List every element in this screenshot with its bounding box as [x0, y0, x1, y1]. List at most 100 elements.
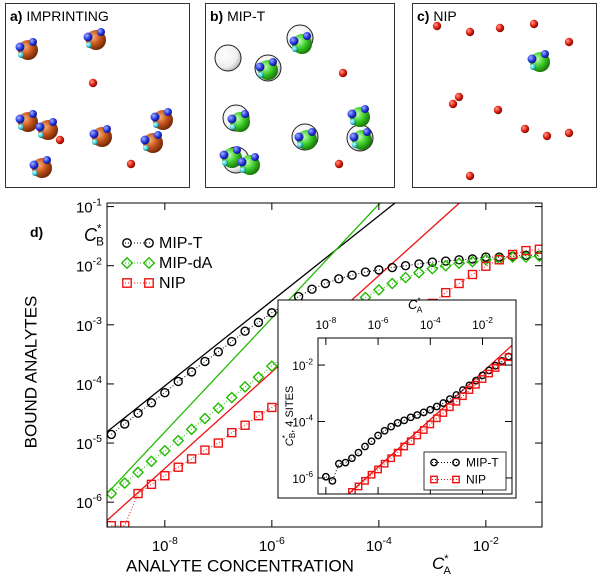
marker — [200, 445, 210, 455]
panel-letter: c) — [417, 8, 429, 24]
legend-marker — [452, 458, 460, 467]
panel-box — [412, 3, 597, 188]
sphere — [92, 139, 98, 145]
marker — [267, 402, 277, 413]
marker — [441, 287, 451, 298]
marker — [400, 261, 411, 271]
marker — [481, 261, 491, 271]
panel-letter: b) — [210, 8, 223, 24]
sphere — [564, 128, 574, 138]
marker — [498, 357, 506, 366]
marker — [387, 262, 397, 273]
sphere — [154, 131, 162, 139]
x-tick-label-power: -8 — [329, 315, 337, 325]
marker — [107, 487, 118, 500]
legend-marker — [430, 475, 438, 484]
marker — [293, 291, 304, 302]
sphere — [541, 50, 549, 58]
marker — [367, 470, 376, 479]
y-tick-label-base: 10 — [76, 377, 93, 394]
y-tick-label-base: 10 — [76, 495, 93, 512]
sphere — [38, 132, 44, 138]
plot-frame — [317, 337, 513, 495]
sphere — [219, 150, 229, 160]
marker — [185, 423, 198, 436]
marker — [380, 426, 389, 435]
legend-marker — [120, 256, 134, 270]
marker — [145, 455, 158, 468]
sphere — [103, 125, 111, 133]
y-tick-label: 10-4 — [292, 413, 313, 430]
marker — [406, 413, 415, 422]
y-tick-label-power: -1 — [93, 196, 102, 208]
marker — [439, 409, 448, 417]
sphere — [297, 142, 303, 148]
y-axis-label: BOUND ANALYTES — [21, 296, 40, 449]
sphere — [294, 132, 304, 142]
sphere — [32, 170, 38, 176]
marker — [454, 278, 464, 289]
legend-label: MIP-T — [159, 235, 203, 252]
marker — [227, 336, 237, 347]
marker — [252, 371, 265, 384]
sphere — [350, 119, 356, 125]
marker — [120, 419, 130, 429]
marker — [426, 420, 435, 429]
sphere — [292, 46, 298, 52]
y-tick-label-power: -6 — [306, 469, 314, 479]
symbol-base: C — [84, 225, 98, 245]
y-tick-label-base: 10 — [76, 200, 93, 217]
sphere — [227, 114, 237, 124]
marker — [158, 444, 171, 457]
sphere — [448, 99, 458, 109]
sphere — [150, 112, 160, 122]
marker — [200, 356, 210, 367]
sphere — [230, 124, 236, 130]
x-tick-label-base: 10 — [152, 538, 169, 555]
symbol-sup: * — [417, 296, 421, 306]
marker — [374, 431, 382, 440]
sphere — [241, 110, 249, 118]
legend-label: NIP — [159, 275, 186, 292]
marker — [146, 398, 157, 408]
marker — [521, 245, 531, 256]
marker — [432, 402, 441, 411]
y-tick-label: 10-2 — [292, 356, 313, 373]
marker — [328, 476, 337, 485]
symbol-sub: A — [443, 565, 451, 577]
sphere — [222, 160, 228, 166]
sphere — [454, 92, 464, 102]
marker — [213, 347, 224, 357]
marker — [160, 388, 170, 398]
marker — [240, 420, 250, 430]
plot-frame — [106, 202, 543, 528]
x-tick-label: 10-2 — [473, 535, 499, 555]
y-tick-label-power: -2 — [306, 356, 314, 366]
marker — [413, 411, 422, 419]
sphere — [15, 114, 25, 124]
sphere — [465, 171, 475, 181]
sphere — [495, 23, 505, 33]
marker — [354, 482, 363, 491]
symbol-base: C — [432, 554, 445, 573]
legend-marker — [430, 458, 438, 467]
sphere — [530, 64, 536, 70]
marker — [253, 317, 264, 328]
sphere — [493, 105, 503, 115]
y-tick-label-power: -4 — [306, 413, 314, 423]
sphere — [352, 142, 358, 148]
sphere — [97, 28, 105, 36]
fit-line — [107, 203, 381, 494]
panel-title: IMPRINTING — [26, 8, 108, 24]
x-axis-label: ANALYTE CONCENTRATION — [126, 556, 354, 575]
x-tick-label-power: -2 — [485, 315, 493, 325]
marker — [146, 479, 157, 490]
marker — [465, 386, 474, 394]
marker — [393, 419, 402, 427]
y-tick-label: 10-1 — [76, 196, 102, 216]
marker — [172, 434, 185, 447]
y-tick-label-power: -3 — [93, 315, 102, 327]
marker — [406, 437, 415, 446]
marker — [307, 284, 317, 294]
marker — [533, 250, 542, 263]
